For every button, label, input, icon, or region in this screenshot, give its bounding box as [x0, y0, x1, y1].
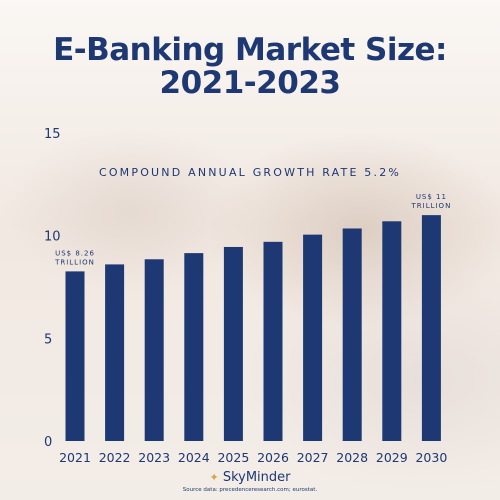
x-tick-label: 2028 — [336, 450, 368, 465]
bar-2028 — [342, 228, 362, 441]
data-label-line2: TRILLION — [410, 202, 451, 210]
skyminder-logo: ✦ SkyMinder — [0, 470, 500, 485]
logo-text: SkyMinder — [222, 470, 291, 485]
x-tick-label: 2025 — [217, 450, 249, 465]
bar-2027 — [303, 234, 323, 441]
data-label-line1: US$ 11 — [416, 193, 447, 201]
chart-subtitle: COMPOUND ANNUAL GROWTH RATE 5.2% — [98, 166, 402, 179]
bar-2025 — [223, 246, 243, 441]
bar-2029 — [382, 221, 402, 441]
x-tick-label: 2024 — [178, 450, 210, 465]
data-label-line1: US$ 8.26 — [55, 249, 95, 257]
x-tick-label: 2023 — [138, 450, 170, 465]
bar-2030 — [421, 215, 441, 441]
logo-mark-icon: ✦ — [209, 471, 219, 484]
y-tick-label: 10 — [44, 230, 61, 245]
data-label-line2: TRILLION — [54, 258, 95, 266]
y-tick-label: 5 — [44, 332, 52, 347]
x-tick-label: 2026 — [257, 450, 289, 465]
bar-2021 — [65, 271, 85, 441]
bar-2024 — [184, 253, 204, 441]
x-tick-label: 2029 — [376, 450, 408, 465]
source-note: Source data: precedenceresearch.com; eur… — [182, 487, 318, 493]
chart-title-line1: E-Banking Market Size: — [53, 32, 447, 68]
x-tick-label: 2027 — [297, 450, 329, 465]
x-tick-label: 2021 — [59, 450, 91, 465]
chart-title-line2: 2021-2023 — [159, 65, 341, 101]
x-tick-label: 2030 — [415, 450, 447, 465]
bar-2022 — [105, 264, 125, 441]
bar-2026 — [263, 241, 283, 441]
y-tick-label: 0 — [44, 435, 52, 450]
bar-2023 — [144, 259, 164, 441]
y-tick-label: 15 — [44, 127, 61, 142]
x-tick-label: 2022 — [99, 450, 131, 465]
